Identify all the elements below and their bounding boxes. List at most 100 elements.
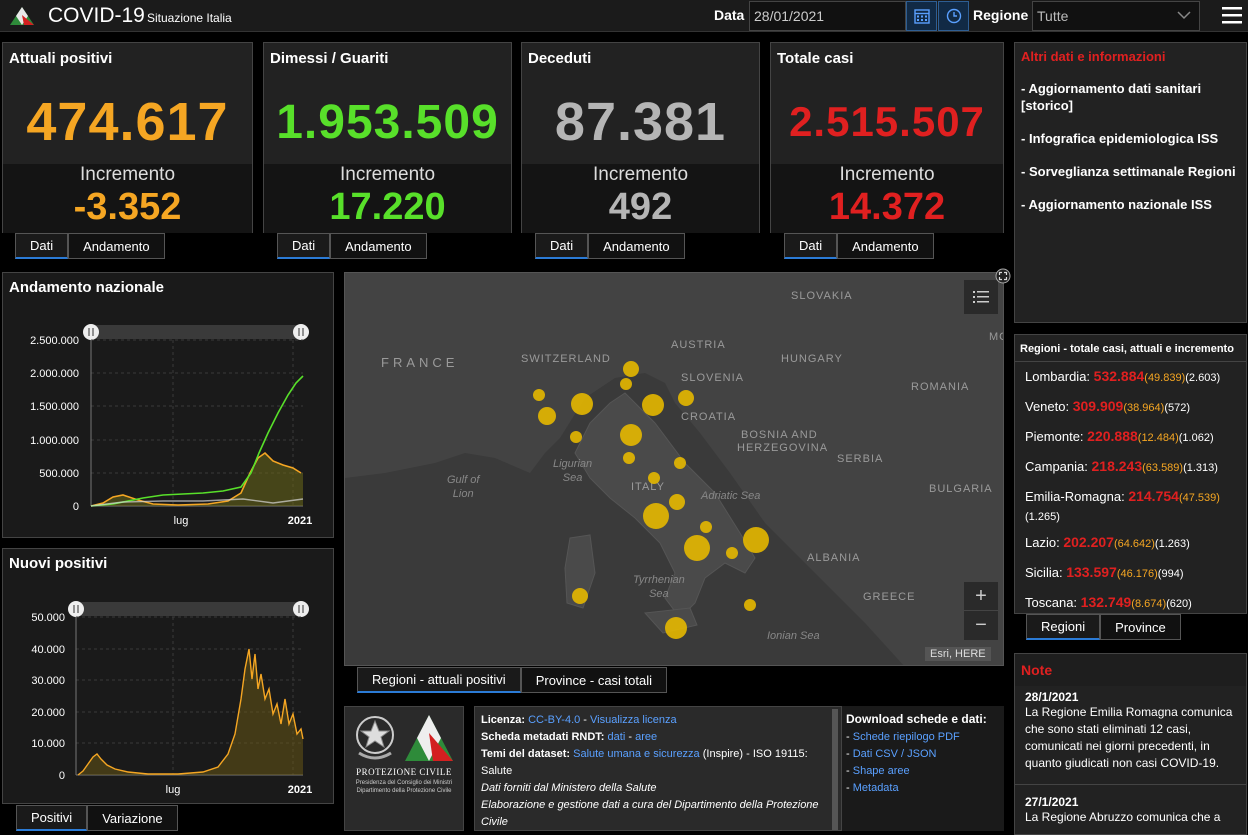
region-bubble[interactable] xyxy=(572,588,588,604)
range-handle-right[interactable] xyxy=(293,601,309,617)
rndt-label: Scheda metadati RNDT: xyxy=(481,731,605,743)
series-dimessi-guariti xyxy=(90,375,304,507)
altri-link[interactable]: - Aggiornamento nazionale ISS xyxy=(1021,197,1212,212)
region-bubble[interactable] xyxy=(623,361,639,377)
y-tick: 0 xyxy=(73,501,79,513)
region-bubble[interactable] xyxy=(648,472,660,484)
visualizza-licenza-link[interactable]: Visualizza licenza xyxy=(590,714,677,726)
map-label-country: ITALY xyxy=(631,481,665,493)
tab-province[interactable]: Province xyxy=(1100,614,1181,640)
region-bubble[interactable] xyxy=(623,452,635,464)
y-tick: 30.000 xyxy=(31,675,65,687)
tab-province-casi[interactable]: Province - casi totali xyxy=(520,667,668,693)
tab-andamento[interactable]: Andamento xyxy=(837,233,934,259)
region-increment: (620) xyxy=(1166,598,1192,610)
range-handle-left[interactable] xyxy=(83,324,99,340)
region-bubble[interactable] xyxy=(620,424,642,446)
download-item: - Shape aree xyxy=(846,765,910,777)
region-attuali: (38.964) xyxy=(1123,402,1165,414)
download-link[interactable]: Dati CSV / JSON xyxy=(852,748,937,760)
region-row[interactable]: Sicilia: 133.597(46.176)(994) xyxy=(1015,558,1246,588)
note-item: 28/1/2021 La Regione Emilia Romagna comu… xyxy=(1015,686,1246,785)
expand-icon[interactable] xyxy=(995,268,1011,284)
tab-dati[interactable]: Dati xyxy=(277,233,331,259)
region-bubble[interactable] xyxy=(726,547,738,559)
map-label-sea: Adriatic Sea xyxy=(701,490,761,502)
tab-andamento[interactable]: Andamento xyxy=(330,233,427,259)
range-handle-right[interactable] xyxy=(293,324,309,340)
region-bubble[interactable] xyxy=(684,535,710,561)
range-handle-left[interactable] xyxy=(68,601,84,617)
x-tick: lug xyxy=(166,784,181,796)
altri-link-label[interactable]: Infografica epidemiologica ISS xyxy=(1028,131,1219,146)
legend-button[interactable] xyxy=(964,280,998,314)
rndt-dati-link[interactable]: dati xyxy=(607,731,626,743)
tab-dati[interactable]: Dati xyxy=(535,233,589,259)
region-select[interactable]: Tutte xyxy=(1032,1,1200,31)
region-bubble[interactable] xyxy=(744,599,756,611)
logos-panel: PROTEZIONE CIVILE Presidenza del Consigl… xyxy=(344,706,464,831)
region-bubble[interactable] xyxy=(678,390,694,406)
tab-regioni[interactable]: Regioni xyxy=(1026,614,1101,640)
tab-andamento[interactable]: Andamento xyxy=(68,233,165,259)
info-scrollbar[interactable] xyxy=(832,709,838,830)
temi-link[interactable]: Salute umana e sicurezza xyxy=(573,748,700,760)
download-link[interactable]: Schede riepilogo PDF xyxy=(852,731,960,743)
region-bubble[interactable] xyxy=(642,394,664,416)
altri-title: Altri dati e informazioni xyxy=(1021,49,1166,64)
region-bubble[interactable] xyxy=(620,378,632,390)
map-view[interactable]: FRANCE SWITZERLAND AUSTRIA SLOVAKIA HUNG… xyxy=(344,272,1004,666)
altri-link-label[interactable]: Aggiornamento dati sanitari [storico] xyxy=(1021,81,1202,113)
download-link[interactable]: Metadata xyxy=(852,782,899,794)
altri-link[interactable]: - Aggiornamento dati sanitari [storico] xyxy=(1021,81,1202,113)
tab-andamento[interactable]: Andamento xyxy=(588,233,685,259)
tab-variazione[interactable]: Variazione xyxy=(87,805,178,831)
card-tabs-attuali: Dati Andamento xyxy=(15,233,165,259)
region-row[interactable]: Lombardia: 532.884(49.839)(2.603) xyxy=(1015,362,1246,392)
altri-link-label[interactable]: Sorveglianza settimanale Regioni xyxy=(1028,164,1236,179)
altri-link-label[interactable]: Aggiornamento nazionale ISS xyxy=(1028,197,1212,212)
tab-dati[interactable]: Dati xyxy=(784,233,838,259)
clock-button[interactable] xyxy=(938,1,969,31)
region-increment: (2.603) xyxy=(1185,372,1221,384)
region-row[interactable]: Toscana: 132.749(8.674)(620) xyxy=(1015,588,1246,613)
card-title: Dimessi / Guariti xyxy=(270,50,389,67)
region-name: Veneto: xyxy=(1025,399,1070,414)
region-bubble[interactable] xyxy=(665,617,687,639)
region-bubble[interactable] xyxy=(669,494,685,510)
region-bubble[interactable] xyxy=(538,407,556,425)
region-row[interactable]: Campania: 218.243(63.589)(1.313) xyxy=(1015,452,1246,482)
zoom-out-button[interactable]: − xyxy=(975,614,987,636)
series-attuali-positivi xyxy=(90,451,302,507)
andamento-chart: 2.500.000 2.000.000 1.500.000 1.000.000 … xyxy=(30,324,312,527)
region-row[interactable]: Piemonte: 220.888(12.484)(1.062) xyxy=(1015,422,1246,452)
card-deceduti: Deceduti 87.381 Incremento 492 xyxy=(521,42,760,233)
region-row[interactable]: Lazio: 202.207(64.642)(1.263) xyxy=(1015,528,1246,558)
region-bubble[interactable] xyxy=(743,527,769,553)
calendar-button[interactable] xyxy=(906,1,937,31)
download-link[interactable]: Shape aree xyxy=(852,765,910,777)
region-bubble[interactable] xyxy=(643,503,669,529)
altri-link[interactable]: - Infografica epidemiologica ISS xyxy=(1021,131,1219,146)
region-bubble[interactable] xyxy=(570,431,582,443)
y-tick: 1.500.000 xyxy=(30,401,79,413)
rndt-aree-link[interactable]: aree xyxy=(635,731,658,743)
date-input[interactable]: 28/01/2021 xyxy=(749,1,906,31)
map-label-country: ALBANIA xyxy=(807,552,861,564)
region-row[interactable]: Veneto: 309.909(38.964)(572) xyxy=(1015,392,1246,422)
zoom-in-button[interactable]: + xyxy=(964,582,998,611)
range-slider-track[interactable] xyxy=(76,602,303,616)
tab-positivi[interactable]: Positivi xyxy=(16,805,88,831)
altri-link[interactable]: - Sorveglianza settimanale Regioni xyxy=(1021,164,1236,179)
region-bubble[interactable] xyxy=(533,389,545,401)
region-row[interactable]: Emilia-Romagna: 214.754(47.539) (1.265) xyxy=(1015,482,1246,528)
region-bubble[interactable] xyxy=(571,393,593,415)
range-slider-track[interactable] xyxy=(91,325,303,339)
hamburger-menu-icon[interactable] xyxy=(1222,6,1242,24)
licenza-value-link[interactable]: CC-BY-4.0 xyxy=(528,714,581,726)
region-bubble[interactable] xyxy=(674,457,686,469)
region-select-value: Tutte xyxy=(1037,8,1069,24)
tab-dati[interactable]: Dati xyxy=(15,233,69,259)
tab-regioni-attuali[interactable]: Regioni - attuali positivi xyxy=(357,667,521,693)
region-bubble[interactable] xyxy=(700,521,712,533)
